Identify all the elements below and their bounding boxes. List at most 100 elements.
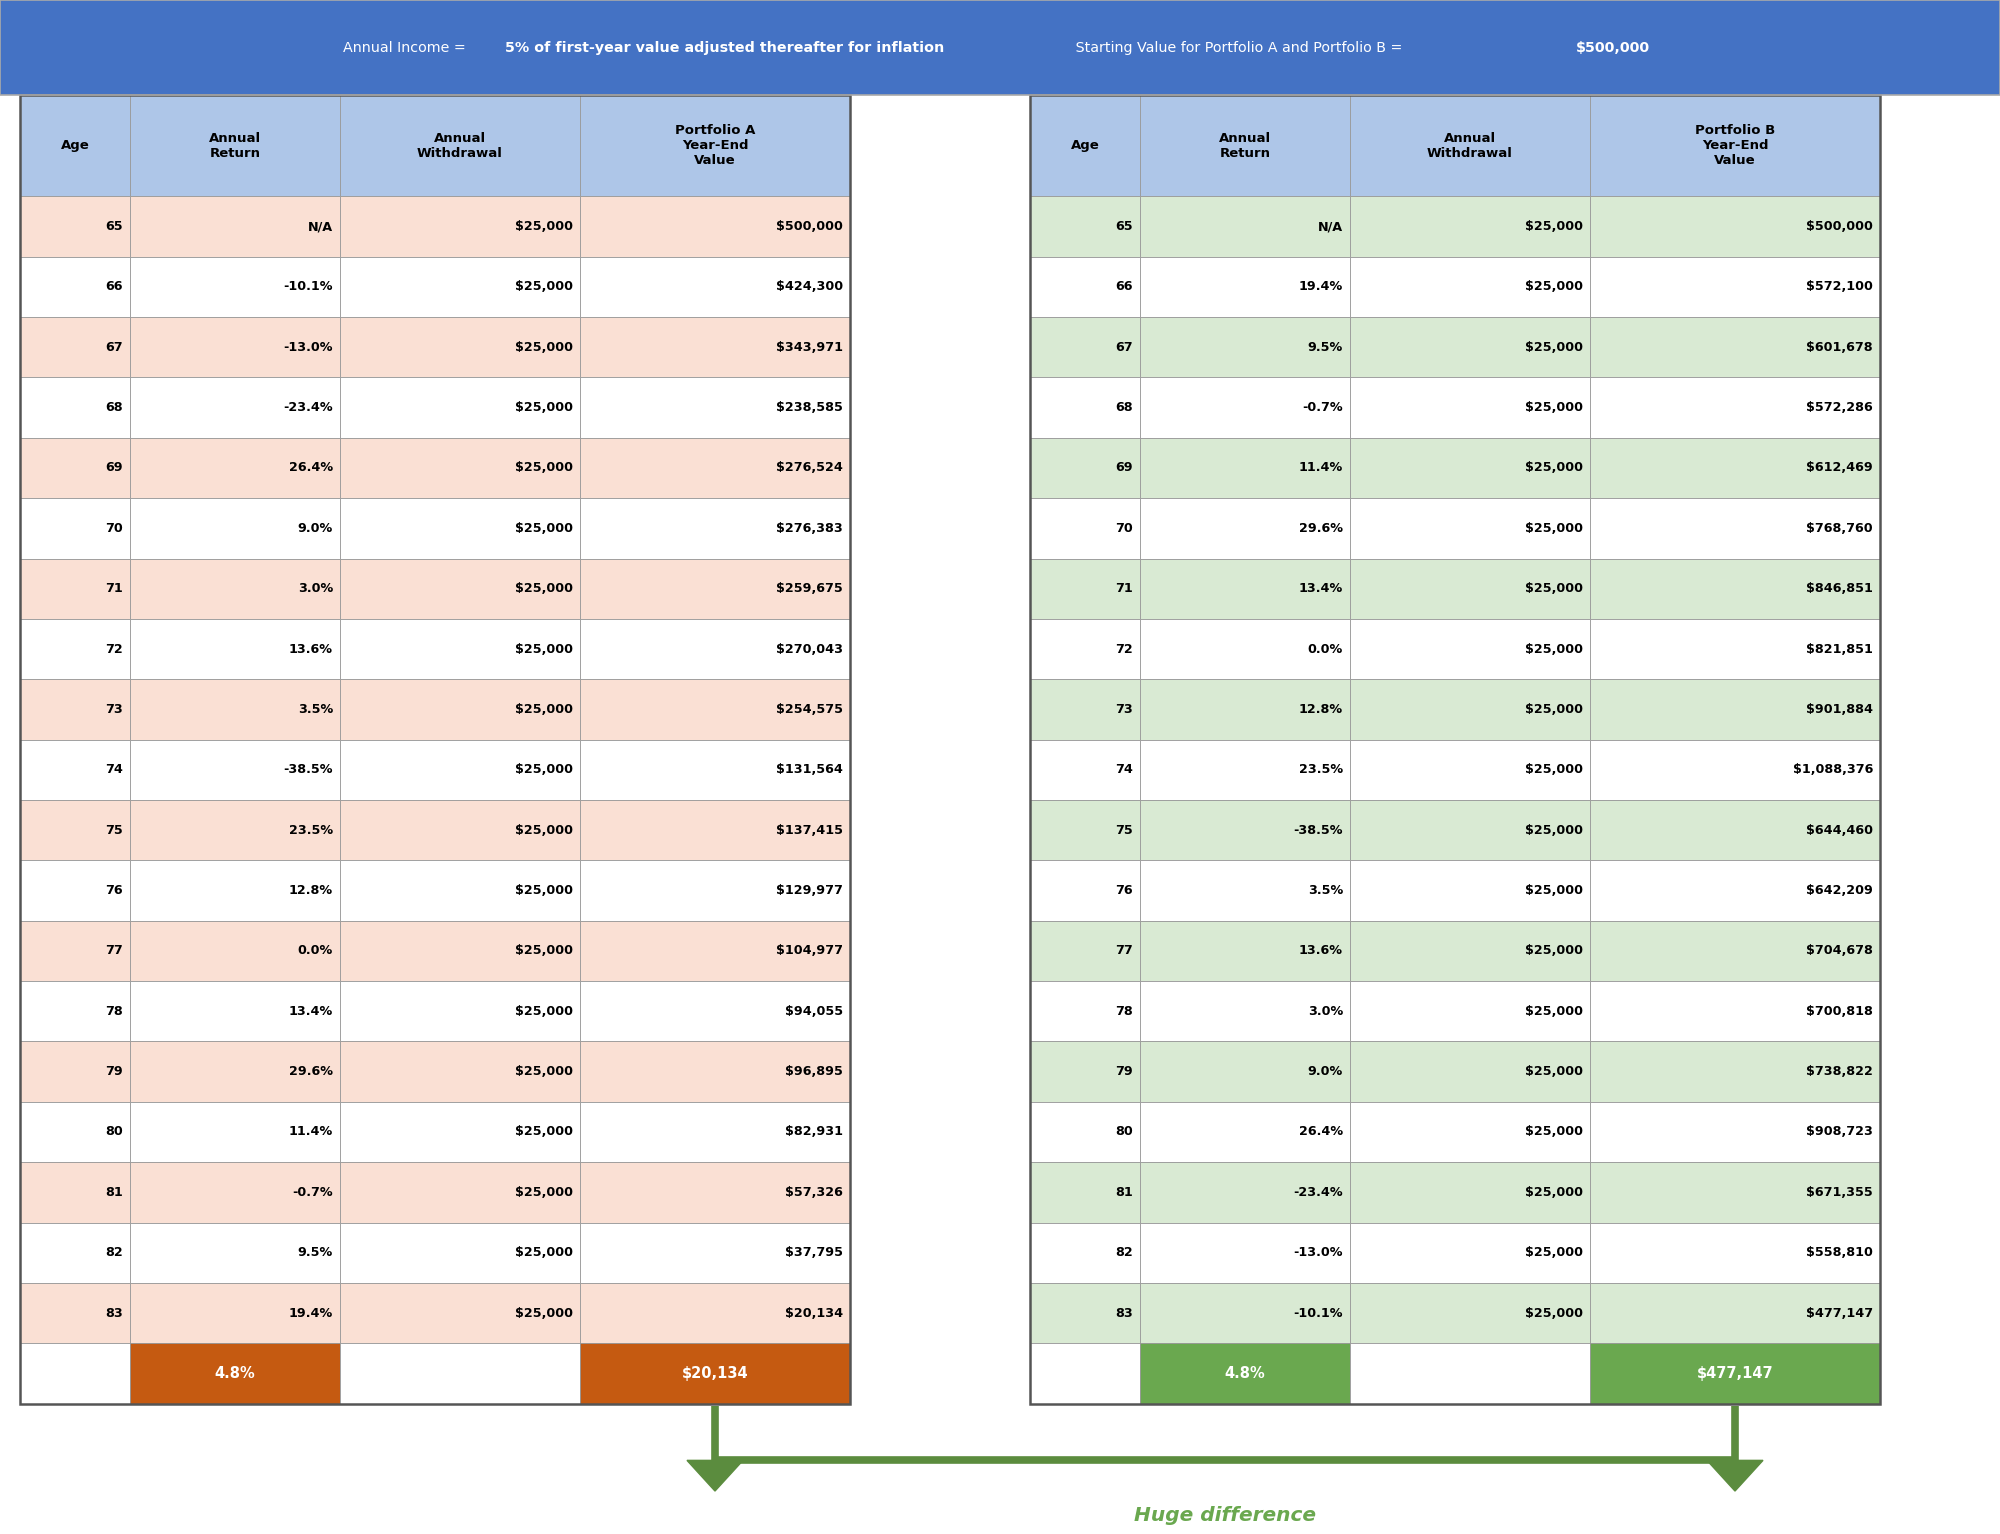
Bar: [580, 1163, 850, 1223]
Bar: [1350, 1344, 1590, 1404]
Text: 68: 68: [106, 400, 124, 414]
Bar: [130, 1042, 340, 1101]
Text: Portfolio B
Year-End
Value: Portfolio B Year-End Value: [1694, 124, 1776, 167]
Bar: [1590, 1344, 1880, 1404]
Text: $558,810: $558,810: [1806, 1246, 1872, 1259]
Text: $1,088,376: $1,088,376: [1792, 764, 1872, 776]
Text: 65: 65: [1116, 219, 1132, 233]
Bar: [1030, 861, 1140, 920]
Text: $25,000: $25,000: [1526, 219, 1584, 233]
Text: Annual Income =: Annual Income =: [344, 40, 470, 55]
Bar: [130, 618, 340, 680]
Text: $259,675: $259,675: [776, 583, 844, 595]
Text: 3.0%: 3.0%: [1308, 1005, 1344, 1017]
Text: $25,000: $25,000: [1526, 1246, 1584, 1259]
Text: 73: 73: [106, 703, 124, 716]
Text: $104,977: $104,977: [776, 945, 844, 957]
Text: 77: 77: [1116, 945, 1132, 957]
Bar: [20, 739, 130, 801]
Text: 11.4%: 11.4%: [1298, 462, 1344, 474]
Text: 72: 72: [106, 643, 124, 655]
Bar: [1030, 95, 1880, 1404]
Text: 74: 74: [106, 764, 124, 776]
Bar: [1140, 95, 1350, 196]
Text: Annual Income = 5% of first-year value adjusted thereafter for inflation Startin: Annual Income = 5% of first-year value a…: [544, 40, 1456, 55]
Bar: [1030, 196, 1140, 256]
Bar: [20, 920, 130, 982]
Text: $25,000: $25,000: [516, 219, 574, 233]
Bar: [1590, 618, 1880, 680]
Text: $704,678: $704,678: [1806, 945, 1872, 957]
Text: 29.6%: 29.6%: [288, 1065, 332, 1078]
Text: 23.5%: 23.5%: [1298, 764, 1344, 776]
Text: -10.1%: -10.1%: [1294, 1307, 1344, 1319]
Text: $908,723: $908,723: [1806, 1126, 1872, 1138]
Bar: [340, 982, 580, 1042]
Bar: [1350, 377, 1590, 437]
Bar: [1590, 196, 1880, 256]
Bar: [580, 377, 850, 437]
Bar: [1590, 1042, 1880, 1101]
Bar: [1350, 437, 1590, 499]
Bar: [1140, 739, 1350, 801]
Bar: [580, 861, 850, 920]
Text: $94,055: $94,055: [784, 1005, 844, 1017]
Text: $25,000: $25,000: [1526, 824, 1584, 836]
Text: $25,000: $25,000: [516, 400, 574, 414]
Bar: [580, 318, 850, 377]
Bar: [580, 256, 850, 318]
Text: 4.8%: 4.8%: [214, 1365, 256, 1381]
Bar: [340, 801, 580, 861]
Bar: [580, 920, 850, 982]
Text: $25,000: $25,000: [516, 764, 574, 776]
Bar: [0, 0, 2000, 95]
Bar: [340, 196, 580, 256]
Bar: [1350, 256, 1590, 318]
Text: $276,524: $276,524: [776, 462, 844, 474]
Text: $768,760: $768,760: [1806, 522, 1872, 535]
Bar: [20, 318, 130, 377]
Bar: [1140, 861, 1350, 920]
Text: $238,585: $238,585: [776, 400, 844, 414]
Text: -13.0%: -13.0%: [1294, 1246, 1344, 1259]
Text: $671,355: $671,355: [1806, 1186, 1872, 1200]
Bar: [1590, 95, 1880, 196]
Text: $500,000: $500,000: [776, 219, 844, 233]
Bar: [20, 1101, 130, 1163]
Text: 70: 70: [106, 522, 124, 535]
Text: 81: 81: [106, 1186, 124, 1200]
Bar: [1590, 256, 1880, 318]
Bar: [340, 318, 580, 377]
Bar: [130, 1163, 340, 1223]
Bar: [1350, 499, 1590, 558]
Text: -38.5%: -38.5%: [1294, 824, 1344, 836]
Bar: [1030, 920, 1140, 982]
Bar: [20, 499, 130, 558]
Bar: [340, 739, 580, 801]
Bar: [1030, 499, 1140, 558]
Text: $901,884: $901,884: [1806, 703, 1872, 716]
Text: 67: 67: [106, 341, 124, 354]
Bar: [130, 861, 340, 920]
Bar: [1140, 499, 1350, 558]
Text: 5% of first-year value adjusted thereafter for inflation: 5% of first-year value adjusted thereaft…: [506, 40, 944, 55]
Bar: [1140, 318, 1350, 377]
Text: $25,000: $25,000: [516, 522, 574, 535]
Bar: [130, 801, 340, 861]
Text: $276,383: $276,383: [776, 522, 844, 535]
Bar: [340, 1101, 580, 1163]
Text: N/A: N/A: [308, 219, 332, 233]
Text: $25,000: $25,000: [1526, 764, 1584, 776]
Text: $25,000: $25,000: [516, 884, 574, 897]
Text: 76: 76: [1116, 884, 1132, 897]
Bar: [580, 1223, 850, 1282]
Bar: [340, 437, 580, 499]
Bar: [1140, 1223, 1350, 1282]
Bar: [1030, 1282, 1140, 1344]
Bar: [1030, 1163, 1140, 1223]
Text: 11.4%: 11.4%: [288, 1126, 332, 1138]
Text: 9.0%: 9.0%: [298, 522, 332, 535]
Text: $25,000: $25,000: [1526, 1126, 1584, 1138]
Text: 67: 67: [1116, 341, 1132, 354]
Bar: [20, 680, 130, 739]
